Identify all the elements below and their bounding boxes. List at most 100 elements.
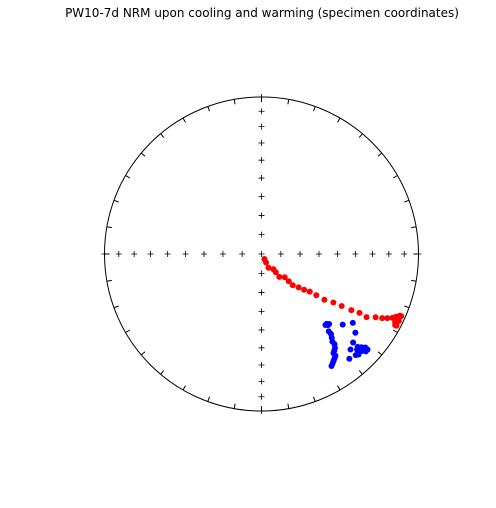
rim-tick [125, 175, 131, 179]
axis-cross [182, 251, 189, 257]
axis-cross [258, 175, 265, 182]
rim-tick [313, 106, 316, 112]
axis-cross [385, 251, 392, 257]
rim-tick [358, 133, 363, 138]
rim-tick [182, 117, 186, 123]
data-point-series-2 [364, 346, 371, 353]
axis-cross [258, 157, 265, 164]
axis-cross [164, 251, 171, 257]
axis-cross [258, 393, 265, 400]
data-point-series-1 [348, 307, 355, 314]
axis-cross [201, 251, 208, 257]
axis-cross [258, 308, 265, 315]
data-point-series-1 [330, 299, 337, 306]
data-point-series-1 [313, 292, 320, 299]
axis-cross [415, 251, 422, 257]
axis-cross [352, 251, 359, 257]
data-point-series-1 [272, 269, 279, 276]
axis-cross [258, 123, 265, 130]
axis-cross [401, 251, 408, 257]
rim-tick [358, 370, 363, 375]
rim-tick [411, 279, 417, 282]
rim-tick [207, 396, 210, 402]
rim-tick [287, 99, 290, 105]
data-point-series-2 [352, 329, 359, 336]
rim-tick [313, 396, 316, 402]
axis-cross [101, 251, 108, 257]
rim-tick [106, 226, 112, 229]
data-point-series-1 [398, 313, 405, 320]
rim-tick [233, 99, 236, 105]
rim-tick [404, 305, 410, 309]
axis-cross [258, 326, 265, 333]
data-point-series-2 [350, 339, 357, 346]
data-point-series-1 [379, 315, 386, 322]
data-point-series-1 [338, 303, 345, 310]
data-point-series-1 [372, 314, 379, 321]
rim-tick [160, 133, 165, 138]
axis-cross [258, 94, 265, 100]
axis-cross [297, 251, 304, 257]
data-point-series-1 [263, 259, 270, 266]
rim-tick [392, 329, 398, 333]
axis-cross [258, 408, 265, 414]
axis-cross [239, 251, 246, 257]
center-cross [258, 251, 265, 257]
rim-tick [337, 385, 341, 391]
stereonet-frame [101, 94, 422, 414]
data-point-series-2 [328, 363, 335, 369]
axis-cross [131, 251, 138, 257]
data-point-series-1 [281, 274, 288, 281]
data-point-series-1 [306, 288, 313, 295]
chart-title: PW10-7d NRM upon cooling and warming (sp… [65, 6, 459, 20]
rim-tick [207, 106, 210, 112]
axis-cross [258, 212, 265, 219]
data-point-series-2 [354, 343, 361, 350]
rim-tick [392, 175, 398, 179]
data-point-series-1 [285, 278, 292, 285]
data-point-series-1 [393, 322, 400, 329]
rim-tick [125, 329, 131, 333]
data-point-series-1 [356, 309, 363, 316]
axis-cross [258, 231, 265, 238]
axis-cross [315, 251, 322, 257]
rim-tick [113, 305, 119, 309]
axis-cross [115, 251, 122, 257]
rim-tick [113, 199, 119, 203]
data-point-series-2 [346, 355, 353, 362]
axis-cross [258, 108, 265, 115]
axis-cross [258, 139, 265, 146]
rim-tick [233, 403, 236, 409]
rim-tick [140, 351, 146, 356]
rim-tick [377, 351, 383, 356]
data-point-series-2 [347, 346, 354, 353]
rim-tick [404, 199, 410, 203]
axis-cross [258, 378, 265, 385]
data-point-series-2 [326, 321, 333, 328]
data-point-series-1 [363, 314, 370, 321]
rim-tick [411, 226, 417, 229]
data-point-series-1 [395, 318, 402, 324]
rim-tick [106, 279, 112, 282]
data-point-series-1 [265, 264, 272, 271]
axis-cross [258, 344, 265, 351]
rim-tick [337, 117, 341, 123]
data-point-series-2 [352, 352, 359, 359]
axis-cross [258, 193, 265, 200]
data-point-series-2 [339, 321, 346, 328]
data-point-series-2 [349, 319, 356, 326]
axis-cross [258, 289, 265, 296]
data-point-series-1 [321, 296, 328, 303]
data-point-series-1 [295, 284, 302, 291]
data-point-series-1 [384, 315, 391, 322]
axis-cross [334, 251, 341, 257]
data-point-series-1 [301, 286, 308, 293]
rim-tick [140, 152, 146, 157]
axis-cross [147, 251, 154, 257]
axis-cross [369, 251, 376, 257]
data-point-series-1 [276, 273, 283, 280]
rim-tick [287, 403, 290, 409]
axis-cross [258, 270, 265, 277]
axis-cross [219, 251, 226, 257]
